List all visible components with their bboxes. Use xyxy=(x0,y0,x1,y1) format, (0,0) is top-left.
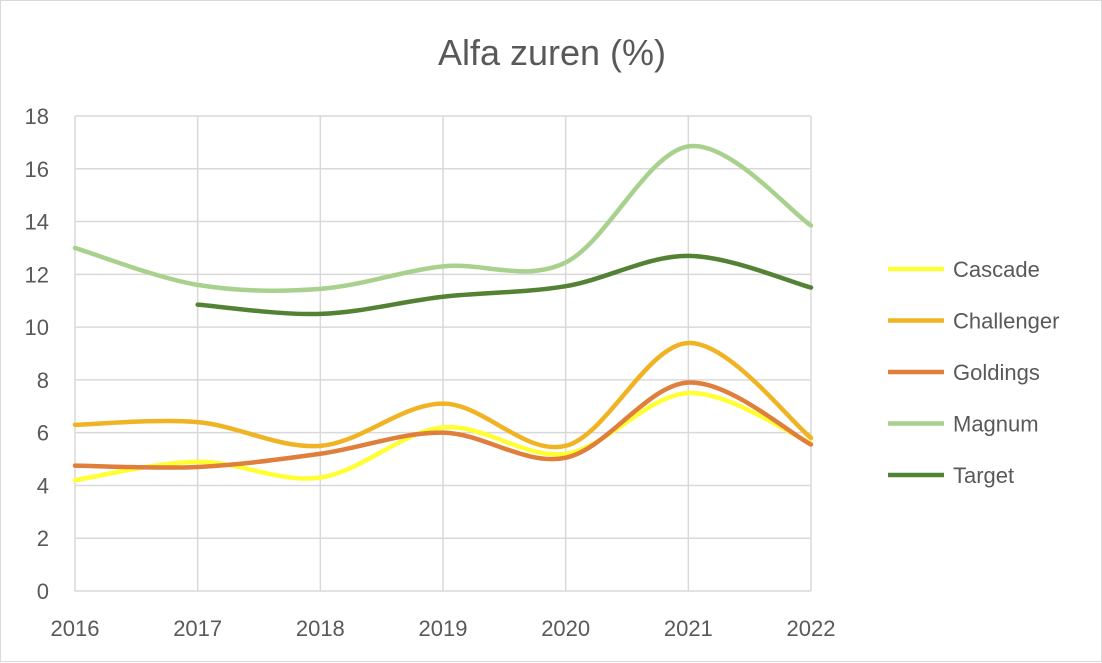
chart-title: Alfa zuren (%) xyxy=(438,32,666,73)
legend-label-goldings: Goldings xyxy=(953,360,1040,385)
legend-label-challenger: Challenger xyxy=(953,309,1059,334)
y-tick-label: 4 xyxy=(37,473,49,498)
y-tick-label: 18 xyxy=(25,104,49,129)
series-line-goldings xyxy=(72,380,814,470)
series-line-cascade xyxy=(72,390,814,483)
legend: Cascade Challenger Goldings Magnum Target xyxy=(888,257,1059,488)
series-lines xyxy=(72,144,814,483)
y-tick-label: 16 xyxy=(25,157,49,182)
y-tick-label: 10 xyxy=(25,315,49,340)
legend-label-target: Target xyxy=(953,463,1014,488)
y-tick-label: 2 xyxy=(37,526,49,551)
y-tick-label: 14 xyxy=(25,210,49,235)
x-axis-ticks: 2016 2017 2018 2019 2020 2021 2022 xyxy=(51,616,836,641)
legend-label-magnum: Magnum xyxy=(953,412,1039,437)
x-tick-label: 2022 xyxy=(787,616,836,641)
x-tick-label: 2020 xyxy=(541,616,590,641)
grid xyxy=(74,115,812,592)
x-tick-label: 2017 xyxy=(173,616,222,641)
x-tick-label: 2016 xyxy=(51,616,100,641)
x-tick-label: 2021 xyxy=(664,616,713,641)
series-line-target xyxy=(195,253,814,317)
legend-label-cascade: Cascade xyxy=(953,257,1040,282)
x-tick-label: 2018 xyxy=(296,616,345,641)
y-tick-label: 0 xyxy=(37,579,49,604)
y-tick-label: 8 xyxy=(37,368,49,393)
y-tick-label: 12 xyxy=(25,262,49,287)
series-line-challenger xyxy=(72,340,814,450)
y-axis-ticks: 0 2 4 6 8 10 12 14 16 18 xyxy=(25,104,49,604)
x-tick-label: 2019 xyxy=(419,616,468,641)
series-line-magnum xyxy=(72,144,814,293)
y-tick-label: 6 xyxy=(37,421,49,446)
